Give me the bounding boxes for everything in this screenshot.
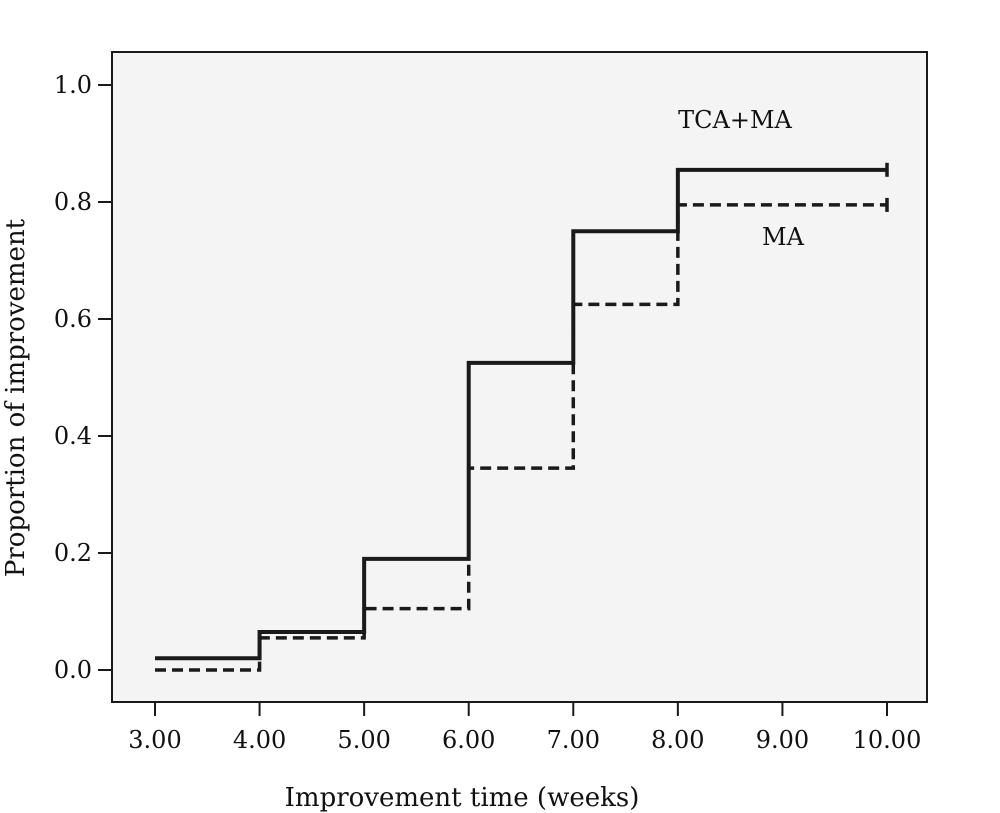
y-tick-label-4: 0.8 xyxy=(54,188,92,216)
x-tick-label-1: 4.00 xyxy=(233,726,286,754)
series-label-1: MA xyxy=(762,223,805,251)
y-axis-ticks: 0.0 0.2 0.4 0.6 0.8 1.0 xyxy=(54,71,112,684)
series-labels: TCA+MA MA xyxy=(678,106,804,251)
y-tick-label-2: 0.4 xyxy=(54,422,92,450)
x-tick-label-4: 7.00 xyxy=(547,726,600,754)
x-tick-label-6: 9.00 xyxy=(756,726,809,754)
x-axis-title: Improvement time (weeks) xyxy=(285,783,640,813)
series-label-0: TCA+MA xyxy=(678,106,792,134)
x-tick-label-0: 3.00 xyxy=(128,726,181,754)
y-tick-label-5: 1.0 xyxy=(54,71,92,99)
x-axis-ticks: 3.00 4.00 5.00 6.00 7.00 8.00 9.00 10.00 xyxy=(128,702,921,754)
x-tick-label-3: 6.00 xyxy=(442,726,495,754)
x-tick-label-7: 10.00 xyxy=(853,726,922,754)
series-line-ma xyxy=(155,203,887,672)
y-tick-label-0: 0.0 xyxy=(54,656,92,684)
series-layer xyxy=(155,162,889,672)
y-axis-title: Proportion of improvement xyxy=(1,218,31,577)
y-tick-label-3: 0.6 xyxy=(54,305,92,333)
plot-area xyxy=(111,51,928,703)
x-tick-label-2: 5.00 xyxy=(337,726,390,754)
x-tick-label-5: 8.00 xyxy=(651,726,704,754)
y-tick-label-1: 0.2 xyxy=(54,539,92,567)
